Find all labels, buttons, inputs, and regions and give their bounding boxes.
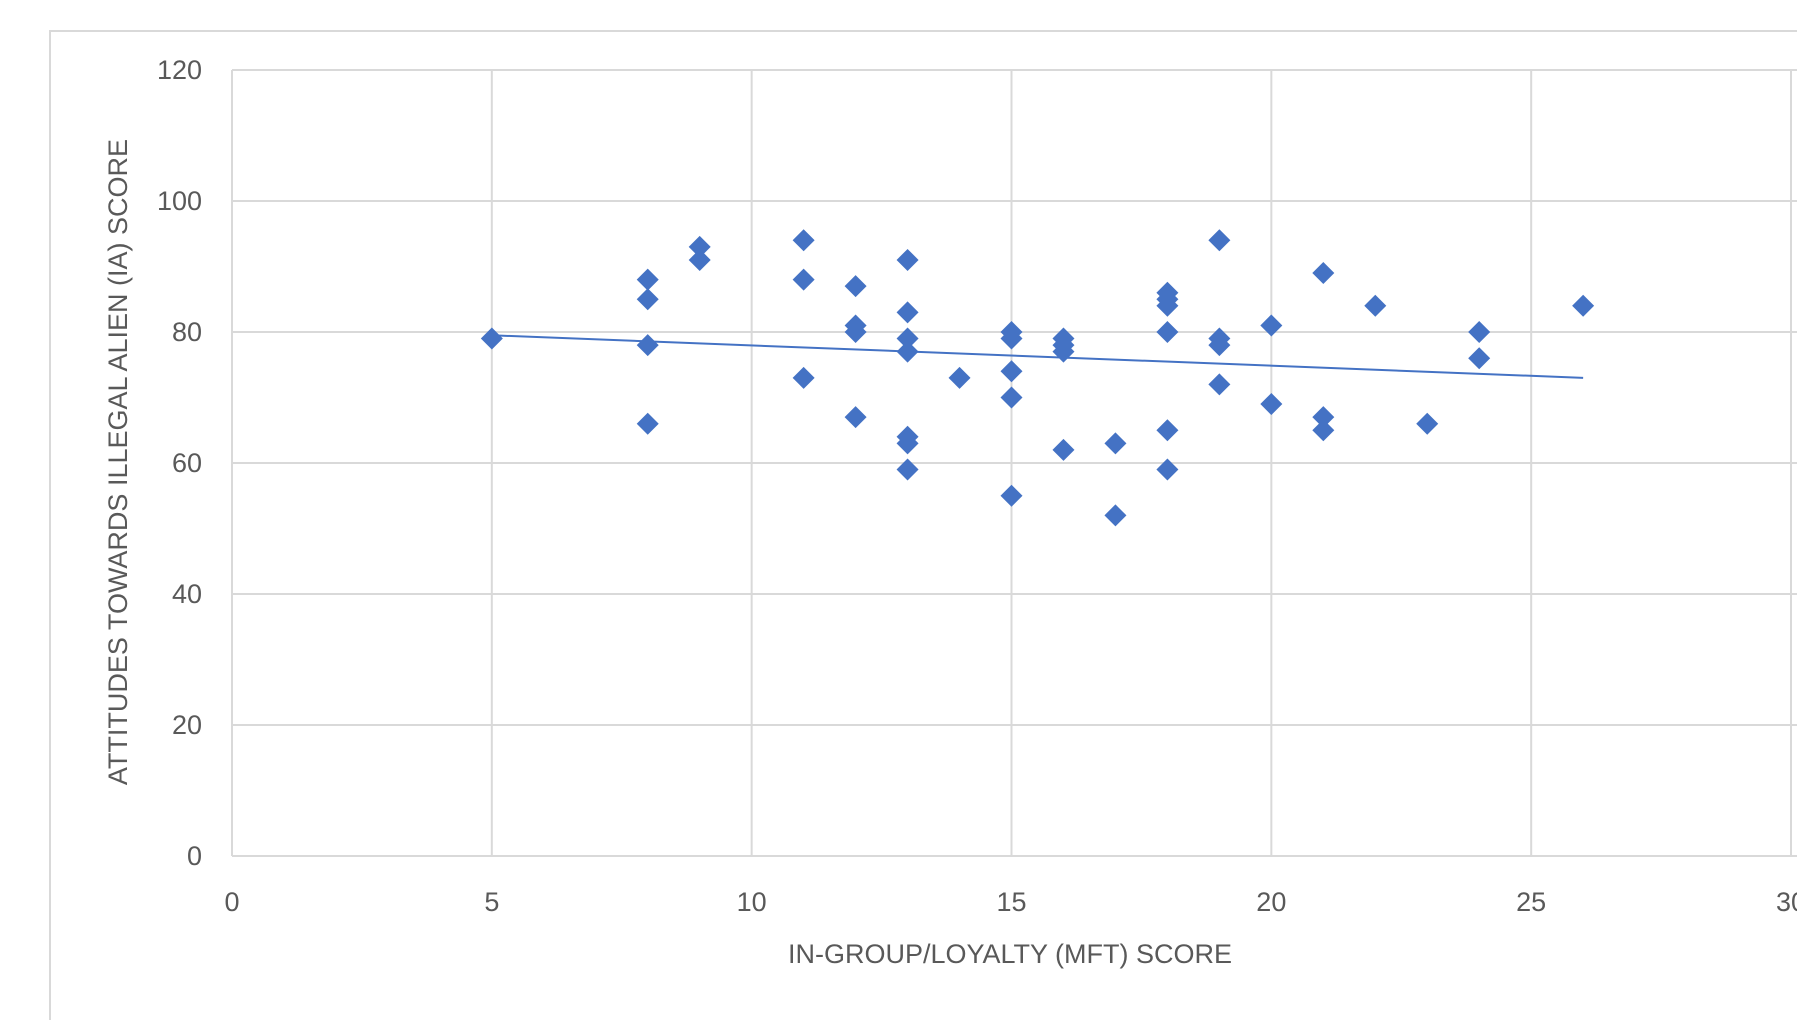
data-point [1156, 321, 1179, 343]
data-point [792, 366, 815, 389]
data-point [636, 268, 659, 291]
data-point [1052, 340, 1075, 363]
y-tick-label: 80 [172, 317, 202, 347]
data-point [896, 327, 919, 350]
trendline [491, 334, 1584, 379]
data-point [896, 458, 919, 481]
trendline-group [491, 334, 1584, 379]
y-tick-label: 120 [157, 55, 202, 85]
data-point [844, 406, 867, 429]
x-tick-label: 10 [737, 887, 767, 917]
y-axis-tick-labels: 0 20 40 60 80 100 120 [157, 55, 202, 871]
y-tick-label: 60 [172, 448, 202, 478]
data-point [844, 275, 867, 298]
data-point [1312, 406, 1335, 429]
data-point [896, 301, 919, 324]
data-point [896, 432, 919, 455]
data-point [480, 327, 503, 350]
data-point [1364, 294, 1387, 317]
data-point [1468, 347, 1491, 370]
data-point [1156, 419, 1179, 442]
data-point [1260, 314, 1283, 337]
data-point [792, 229, 815, 252]
data-point [1416, 412, 1439, 435]
data-point [688, 248, 711, 271]
data-point [1000, 386, 1023, 409]
data-point [792, 268, 815, 291]
data-point [1572, 294, 1595, 317]
data-point [896, 340, 919, 363]
data-point [948, 366, 971, 389]
data-point [1000, 360, 1023, 383]
data-point [1000, 484, 1023, 507]
data-point [636, 412, 659, 435]
data-point [688, 235, 711, 258]
data-point [1260, 393, 1283, 416]
data-point [1208, 334, 1231, 357]
data-point [1156, 458, 1179, 481]
data-point [1156, 294, 1179, 317]
x-tick-label: 0 [224, 887, 239, 917]
data-point [1208, 229, 1231, 252]
y-axis-title: ATTITUDES TOWARDS ILLEGAL ALIEN (IA) SCO… [103, 139, 133, 785]
data-point [844, 321, 867, 343]
data-point [1000, 327, 1023, 350]
data-point [636, 334, 659, 357]
y-tick-label: 0 [187, 841, 202, 871]
data-point [1104, 504, 1127, 527]
data-point [1052, 438, 1075, 461]
data-point [896, 248, 919, 271]
x-tick-label: 25 [1516, 887, 1546, 917]
data-point [1312, 262, 1335, 285]
x-tick-label: 30 [1776, 887, 1797, 917]
y-tick-label: 100 [157, 186, 202, 216]
data-point [636, 288, 659, 311]
x-tick-label: 15 [996, 887, 1026, 917]
x-axis-tick-labels: 0 5 10 15 20 25 30 [224, 887, 1797, 917]
y-tick-label: 40 [172, 579, 202, 609]
data-points [480, 229, 1595, 527]
data-point [1104, 432, 1127, 455]
x-axis-title: IN-GROUP/LOYALTY (MFT) SCORE [788, 939, 1232, 969]
data-point [1312, 419, 1335, 442]
y-tick-label: 20 [172, 710, 202, 740]
x-tick-label: 20 [1256, 887, 1286, 917]
data-point [1208, 373, 1231, 396]
chart-frame [49, 30, 1797, 1020]
grid-lines [231, 69, 1797, 857]
data-point [1468, 321, 1491, 343]
x-tick-label: 5 [484, 887, 499, 917]
